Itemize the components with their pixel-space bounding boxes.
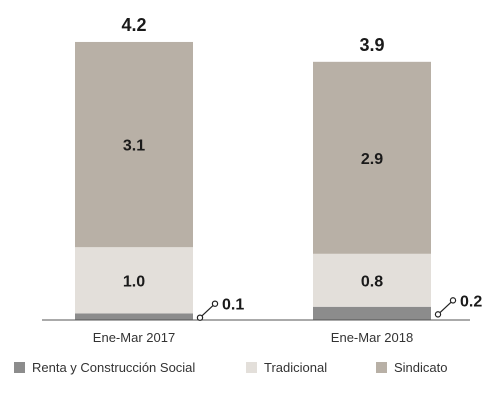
category-label-2: Ene-Mar 2018 bbox=[331, 330, 413, 345]
legend-label-renta: Renta y Construcción Social bbox=[32, 360, 196, 375]
data-label-tradicional-2: 0.8 bbox=[361, 273, 383, 290]
bar-segment-sindicato-2 bbox=[313, 61, 431, 254]
bar-segment-renta-2 bbox=[313, 306, 431, 320]
data-label-sindicato-1: 3.1 bbox=[123, 138, 145, 155]
data-label-sindicato-2: 2.9 bbox=[361, 151, 383, 168]
callout-end-dot-2 bbox=[449, 297, 457, 304]
category-label-1: Ene-Mar 2017 bbox=[93, 330, 175, 345]
legend-swatch-renta bbox=[14, 362, 25, 373]
legend-swatch-tradicional bbox=[246, 362, 257, 373]
total-label-2: 3.9 bbox=[359, 35, 384, 55]
legend-item-renta: Renta y Construcción Social bbox=[14, 360, 195, 375]
bar-segment-tradicional-1 bbox=[75, 247, 193, 314]
legend-swatch-sindicato bbox=[376, 362, 387, 373]
legend-label-tradicional: Tradicional bbox=[264, 360, 328, 375]
callout-line-2 bbox=[437, 299, 454, 315]
legend-item-sindicato: Sindicato bbox=[376, 360, 447, 375]
total-label-1: 4.2 bbox=[121, 15, 146, 35]
legend-item-tradicional: Tradicional bbox=[246, 360, 327, 375]
callout-start-dot-2 bbox=[434, 311, 442, 318]
data-label-renta-2: 0.2 bbox=[460, 293, 482, 310]
bar-segment-renta-1 bbox=[75, 313, 193, 320]
bar-segment-sindicato-1 bbox=[75, 41, 193, 248]
bars-layer bbox=[75, 41, 431, 320]
bar-segment-tradicional-2 bbox=[313, 253, 431, 307]
callout-line-1 bbox=[199, 303, 216, 319]
labels-layer: 0.1 1.0 3.1 4.2 Ene-Mar 2017 0.2 0.8 2.9 3.9 Ene-… bbox=[93, 15, 483, 345]
callout-end-dot-1 bbox=[211, 300, 219, 307]
legend-label-sindicato: Sindicato bbox=[394, 360, 448, 375]
legend: Renta y Construcción Social Tradicional … bbox=[0, 360, 487, 384]
data-label-tradicional-1: 1.0 bbox=[123, 273, 145, 290]
data-label-renta-1: 0.1 bbox=[222, 297, 244, 314]
callout-start-dot-1 bbox=[196, 314, 204, 321]
